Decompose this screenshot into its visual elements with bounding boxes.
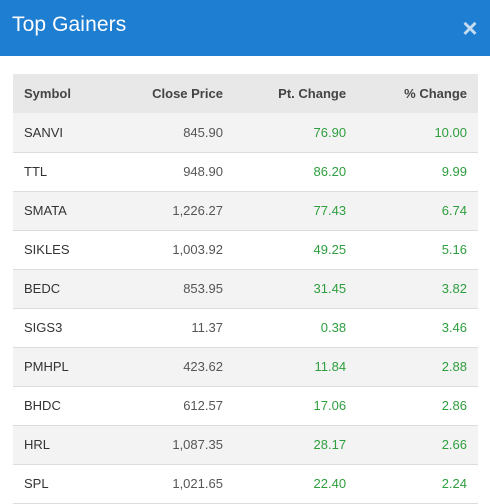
table-row[interactable]: BHDC 612.57 17.06 2.86 bbox=[13, 386, 478, 425]
pct-change-cell: 5.16 bbox=[441, 242, 467, 257]
symbol-cell[interactable]: SIGS3 bbox=[24, 320, 63, 335]
pt-change-cell: 17.06 bbox=[313, 398, 347, 413]
symbol-cell[interactable]: SANVI bbox=[24, 124, 64, 140]
pct-change-cell: 2.88 bbox=[441, 359, 467, 374]
modal-header: Top Gainers × bbox=[0, 0, 490, 56]
pct-change-cell: 6.74 bbox=[441, 203, 467, 218]
pct-change-cell: 9.99 bbox=[441, 164, 467, 179]
table-row[interactable]: SMATA 1,226.27 77.43 6.74 bbox=[13, 191, 478, 230]
table-row[interactable]: SIGS3 11.37 0.38 3.46 bbox=[13, 308, 478, 347]
symbol-cell[interactable]: PMHPL bbox=[24, 359, 69, 374]
table-row[interactable]: TTL 948.90 86.20 9.99 bbox=[13, 152, 478, 191]
column-header-pt-change[interactable]: Pt. Change bbox=[278, 86, 347, 101]
pct-change-cell: 2.86 bbox=[441, 398, 467, 413]
pct-change-cell: 2.66 bbox=[441, 437, 467, 452]
table-row[interactable]: PMHPL 423.62 11.84 2.88 bbox=[13, 347, 478, 386]
pct-change-cell: 3.46 bbox=[441, 320, 467, 335]
symbol-cell[interactable]: BHDC bbox=[24, 398, 61, 413]
gainers-table-container: Symbol Close Price Pt. Change % Change S… bbox=[13, 74, 478, 504]
column-header-close-price[interactable]: Close Price bbox=[152, 86, 223, 101]
table-row[interactable]: SANVI 845.90 76.90 10.00 bbox=[13, 113, 478, 152]
pt-change-cell: 86.20 bbox=[313, 164, 347, 179]
close-price-cell: 11.37 bbox=[191, 320, 223, 335]
table-row[interactable]: SIKLES 1,003.92 49.25 5.16 bbox=[13, 230, 478, 269]
table-body: SANVI 845.90 76.90 10.00 TTL 948.90 86.20 9.99 S… bbox=[13, 113, 478, 503]
header-row: Symbol Close Price Pt. Change % Change bbox=[13, 74, 478, 113]
close-price-cell: 423.62 bbox=[183, 359, 223, 374]
pt-change-cell: 0.38 bbox=[320, 320, 347, 335]
pt-change-cell: 77.43 bbox=[313, 203, 347, 218]
close-price-cell: 948.90 bbox=[183, 164, 223, 179]
symbol-cell[interactable]: SPL bbox=[24, 476, 49, 491]
close-price-cell: 853.95 bbox=[183, 281, 223, 296]
symbol-cell[interactable]: TTL bbox=[24, 164, 48, 179]
symbol-cell[interactable]: SMATA bbox=[24, 203, 67, 218]
symbol-cell[interactable]: HRL bbox=[24, 437, 51, 452]
table-row[interactable]: BEDC 853.95 31.45 3.82 bbox=[13, 269, 478, 308]
pct-change-cell: 2.24 bbox=[441, 476, 467, 491]
pct-change-cell: 10.00 bbox=[434, 124, 467, 140]
pt-change-cell: 76.90 bbox=[313, 124, 347, 140]
table-row[interactable]: HRL 1,087.35 28.17 2.66 bbox=[13, 425, 478, 464]
pt-change-cell: 11.84 bbox=[314, 359, 347, 374]
close-price-cell: 1,003.92 bbox=[172, 242, 223, 257]
pt-change-cell: 31.45 bbox=[313, 281, 347, 296]
close-price-cell: 612.57 bbox=[183, 398, 223, 413]
table-header: Symbol Close Price Pt. Change % Change bbox=[13, 74, 478, 113]
close-price-cell: 1,087.35 bbox=[172, 437, 223, 452]
close-price-cell: 1,021.65 bbox=[172, 476, 223, 491]
pt-change-cell: 28.17 bbox=[313, 437, 347, 452]
close-price-cell: 1,226.27 bbox=[172, 203, 223, 218]
column-header-pct-change[interactable]: % Change bbox=[404, 86, 467, 101]
column-header-symbol[interactable]: Symbol bbox=[24, 86, 71, 101]
close-icon[interactable]: × bbox=[462, 13, 478, 43]
close-price-cell: 845.90 bbox=[183, 124, 223, 140]
pct-change-cell: 3.82 bbox=[441, 281, 467, 296]
modal-title: Top Gainers bbox=[12, 13, 127, 36]
table-row[interactable]: SPL 1,021.65 22.40 2.24 bbox=[13, 464, 478, 503]
symbol-cell[interactable]: BEDC bbox=[24, 281, 61, 296]
pt-change-cell: 49.25 bbox=[313, 242, 347, 257]
pt-change-cell: 22.40 bbox=[313, 476, 347, 491]
symbol-cell[interactable]: SIKLES bbox=[24, 242, 70, 257]
gainers-table: Symbol Close Price Pt. Change % Change S… bbox=[13, 74, 478, 504]
